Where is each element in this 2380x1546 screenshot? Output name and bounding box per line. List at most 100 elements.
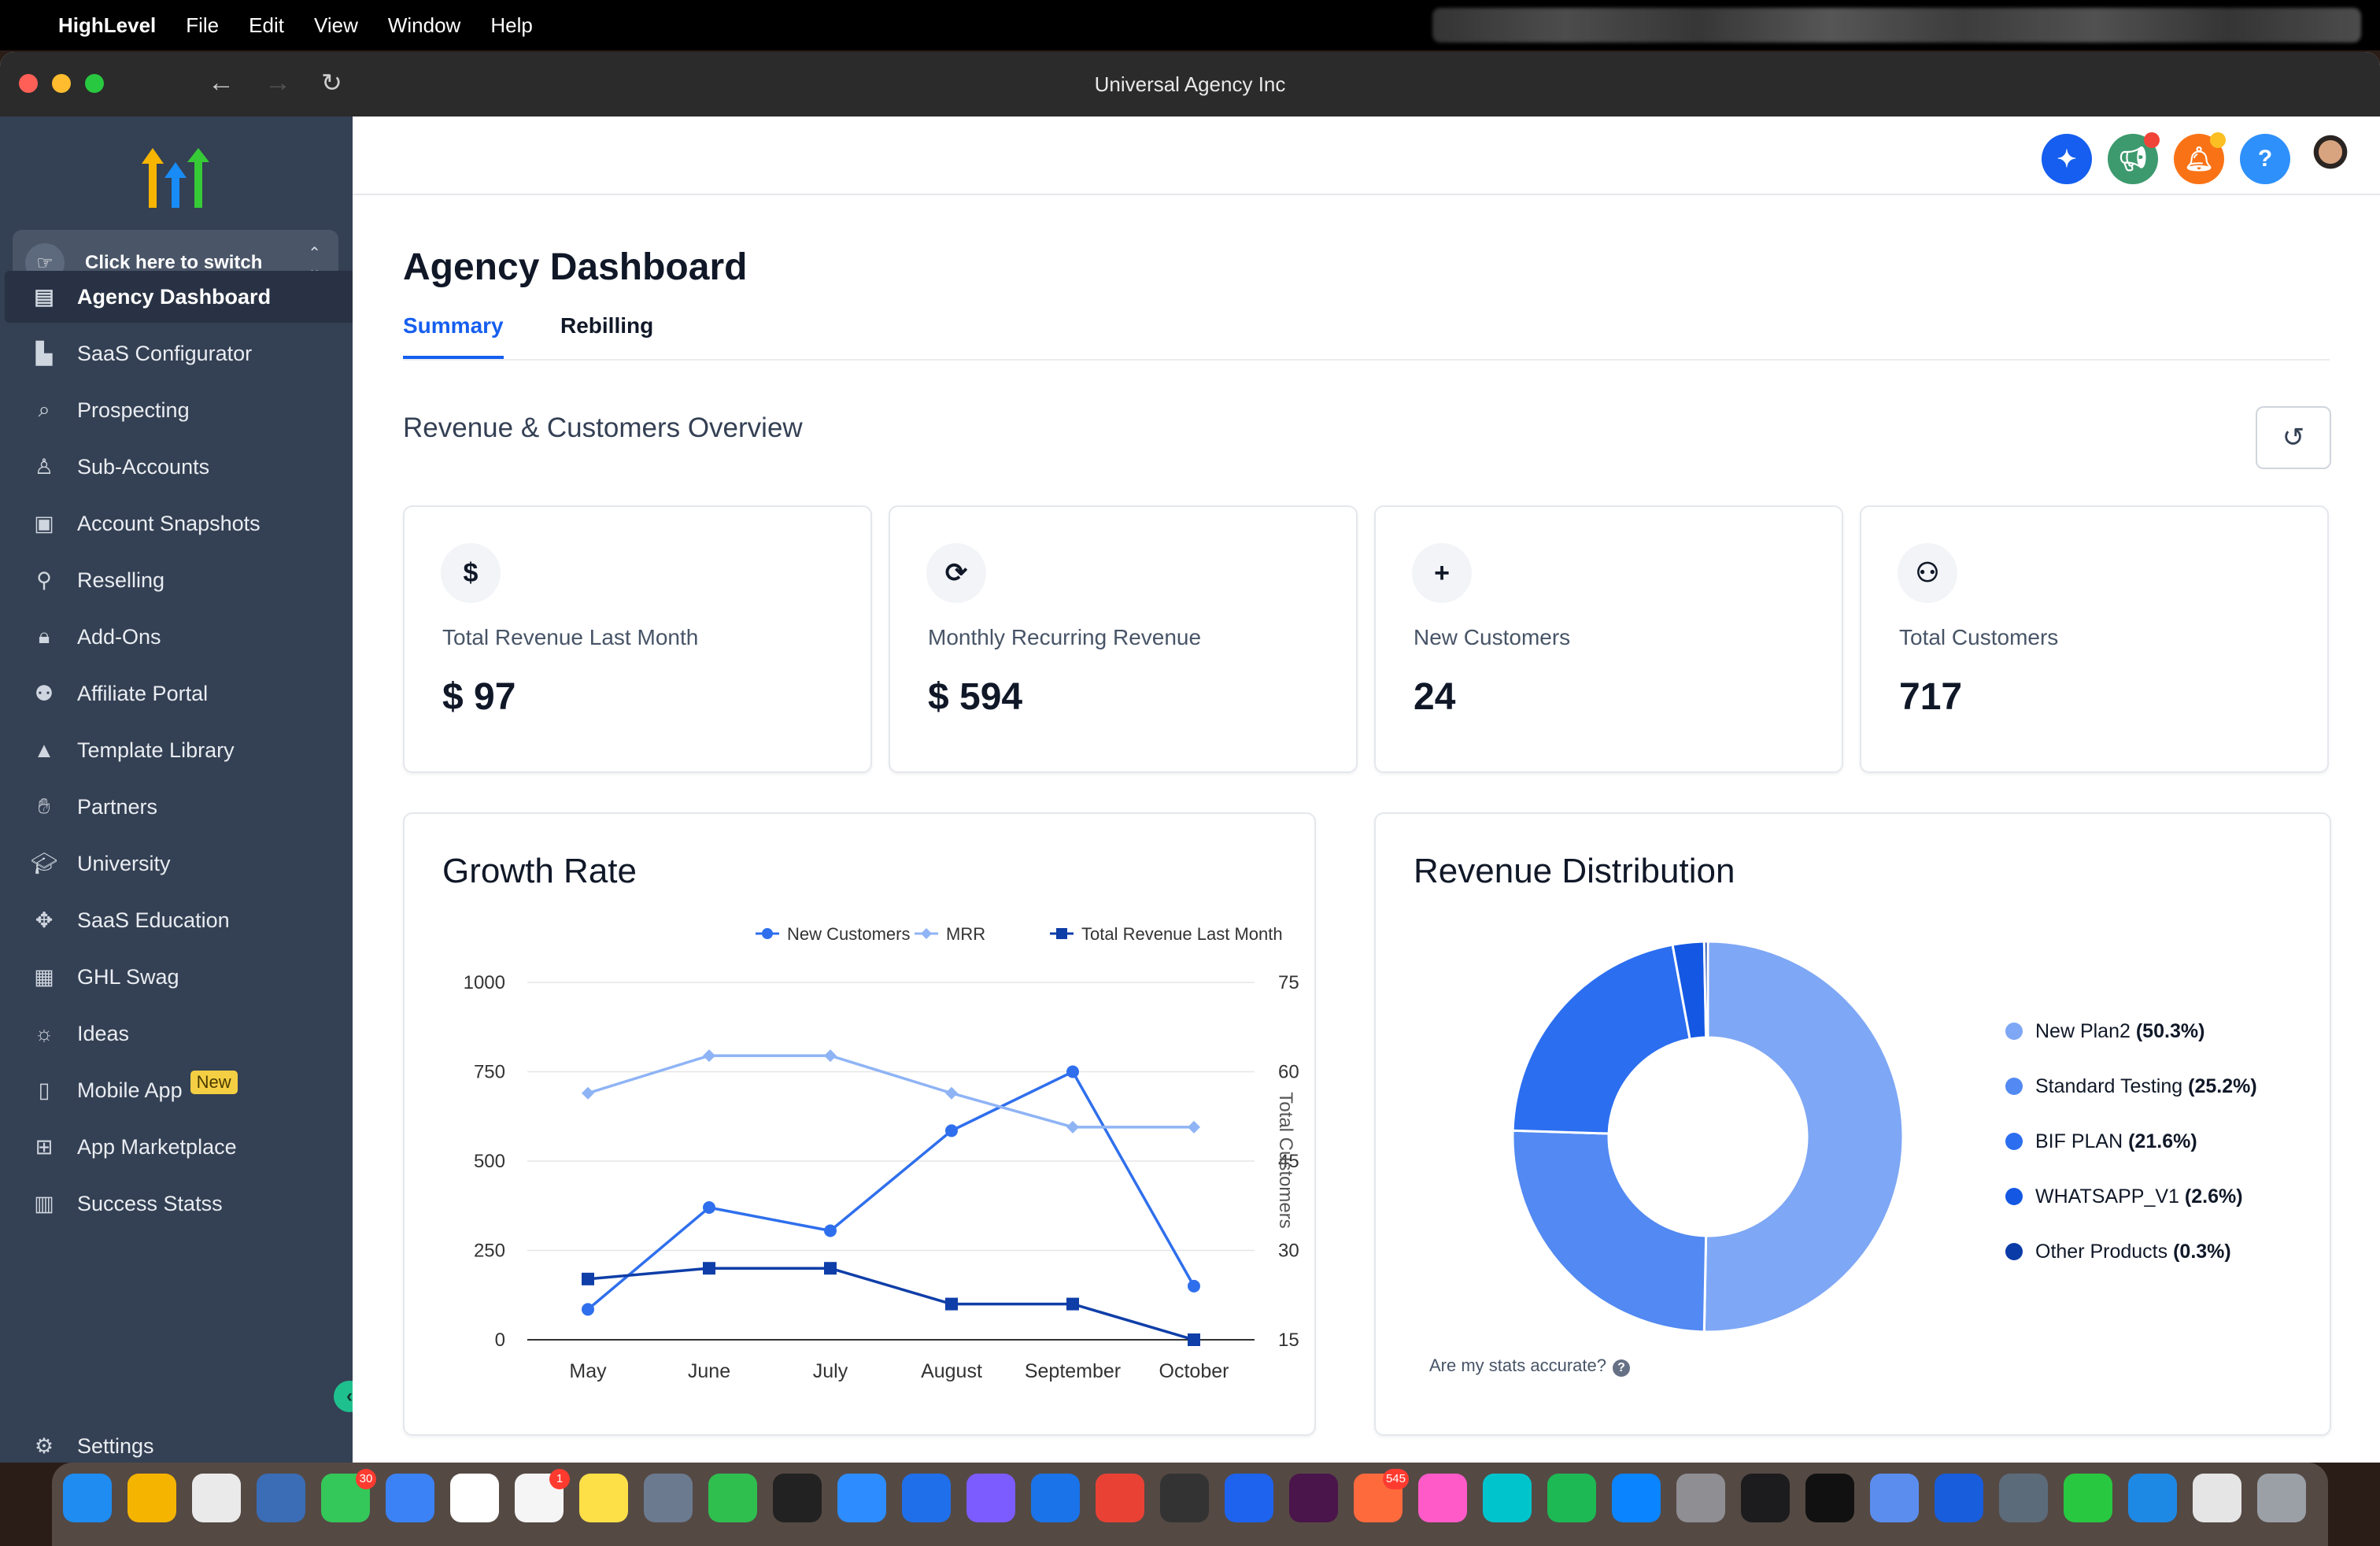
dock-app-icon[interactable]	[837, 1474, 886, 1522]
dock-app-icon[interactable]	[1612, 1474, 1661, 1522]
legend-swatch	[2005, 1133, 2023, 1150]
legend-item: WHATSAPP_V1 (2.6%)	[2005, 1185, 2243, 1208]
dock-app-icon[interactable]	[1935, 1474, 1983, 1522]
menu-help[interactable]: Help	[490, 13, 533, 37]
bag-icon: 🔒︎	[38, 624, 50, 648]
sidebar-item-prospecting[interactable]: ⌕ Prospecting	[5, 384, 353, 436]
sidebar-item-university[interactable]: 🎓︎ University	[5, 838, 353, 890]
sidebar-item-affiliate-portal[interactable]: ⚉ Affiliate Portal	[5, 668, 353, 719]
dock-app-icon[interactable]	[2064, 1474, 2112, 1522]
dock-app-icon[interactable]	[1483, 1474, 1532, 1522]
dock-app-icon[interactable]	[386, 1474, 434, 1522]
sidebar-item-label: Account Snapshots	[77, 511, 261, 535]
stat-card: ⚇ Total Customers 717	[1860, 505, 2329, 773]
dock-app-icon[interactable]	[63, 1474, 112, 1522]
menu-app-name[interactable]: HighLevel	[58, 13, 157, 37]
dock-app-icon[interactable]	[902, 1474, 951, 1522]
sidebar-item-template-library[interactable]: ▲ Template Library	[5, 724, 353, 776]
minimize-window-button[interactable]	[52, 74, 71, 93]
dock-app-icon[interactable]	[1676, 1474, 1725, 1522]
dock-badge: 545	[1382, 1469, 1409, 1489]
tab-rebilling[interactable]: Rebilling	[560, 313, 654, 338]
dock-app-icon[interactable]	[579, 1474, 628, 1522]
sidebar-item-reselling[interactable]: ⚲ Reselling	[5, 554, 353, 606]
menu-file[interactable]: File	[186, 13, 220, 37]
sidebar-item-saas-configurator[interactable]: ▙ SaaS Configurator	[5, 327, 353, 379]
growth-rate-panel: Growth Rate 0 250 500 750 1000 15 30 45 60 75 Tota…	[403, 812, 1316, 1436]
dock-app-icon[interactable]	[450, 1474, 499, 1522]
sidebar-item-ghl-swag[interactable]: ▦ GHL Swag	[5, 951, 353, 1003]
dock-app-icon[interactable]	[2128, 1474, 2177, 1522]
menu-window[interactable]: Window	[387, 13, 461, 37]
sidebar-item-app-marketplace[interactable]: ⊞ App Marketplace	[5, 1121, 353, 1173]
dock-app-icon[interactable]	[1741, 1474, 1790, 1522]
help-button[interactable]: ?	[2240, 134, 2290, 184]
dock-app-icon[interactable]	[1289, 1474, 1338, 1522]
y-tick-label: 1000	[464, 972, 505, 993]
reload-icon[interactable]: ↻	[321, 68, 342, 97]
sidebar-item-settings[interactable]: ⚙ Settings	[5, 1420, 353, 1463]
dock-app-icon[interactable]: 545	[1354, 1469, 1409, 1522]
sidebar-item-success-statss[interactable]: ▥ Success Statss	[5, 1178, 353, 1230]
user-avatar[interactable]	[2304, 132, 2356, 184]
dock-app-icon[interactable]	[2257, 1474, 2306, 1522]
sidebar-item-ideas[interactable]: ☼ Ideas	[5, 1008, 353, 1060]
sidebar-item-sub-accounts[interactable]: ♙ Sub-Accounts	[5, 441, 353, 493]
sidebar-item-label: Success Statss	[77, 1191, 223, 1215]
dock-app-icon[interactable]	[257, 1474, 305, 1522]
data-point	[945, 1086, 958, 1100]
menu-edit[interactable]: Edit	[249, 13, 284, 37]
dock-app-icon[interactable]	[192, 1474, 241, 1522]
dock-app-icon[interactable]	[1999, 1474, 2048, 1522]
close-window-button[interactable]	[19, 74, 38, 93]
donut-slice-other-products[interactable]	[1702, 940, 1709, 1039]
dock-app-icon[interactable]	[708, 1474, 757, 1522]
dock-app-icon[interactable]	[1160, 1474, 1209, 1522]
donut-slice-bif-plan[interactable]	[1511, 943, 1691, 1135]
sidebar-item-agency-dashboard[interactable]: ▤ Agency Dashboard	[5, 271, 353, 323]
tab-summary[interactable]: Summary	[403, 313, 504, 338]
graduation-cap-icon: 🎓︎	[30, 852, 58, 875]
notification-dot	[2144, 132, 2160, 148]
stats-accuracy-link[interactable]: Are my stats accurate??	[1429, 1356, 1630, 1377]
dock-app-icon[interactable]	[1031, 1474, 1080, 1522]
dock-app-icon[interactable]	[1805, 1474, 1854, 1522]
donut-legend: New Plan2 (50.3%) Standard Testing (25.2%…	[2005, 1020, 2320, 1272]
sidebar-item-account-snapshots[interactable]: ▣ Account Snapshots	[5, 497, 353, 549]
dock-app-icon[interactable]	[2193, 1474, 2241, 1522]
dock-app-icon[interactable]	[644, 1474, 693, 1522]
stat-label: Total Customers	[1899, 625, 2059, 649]
bell-button[interactable]: 🔔︎	[2174, 132, 2226, 184]
sidebar-item-label: Prospecting	[77, 398, 190, 422]
dock-app-icon[interactable]: 30	[321, 1469, 376, 1522]
zoom-window-button[interactable]	[85, 74, 104, 93]
forward-arrow-icon[interactable]: →	[264, 68, 291, 98]
legend-percent: (0.3%)	[2173, 1241, 2231, 1263]
sidebar-item-label: Sub-Accounts	[77, 454, 210, 479]
donut-slice-new-plan2[interactable]	[1702, 940, 1905, 1333]
megaphone-button[interactable]: 📢︎	[2108, 132, 2160, 184]
legend-label: WHATSAPP_V1	[2035, 1185, 2179, 1208]
sidebar-item-label: Partners	[77, 794, 158, 819]
ai-sparkle-button[interactable]: ✦	[2042, 134, 2092, 184]
back-arrow-icon[interactable]: ←	[208, 68, 235, 98]
sidebar-item-saas-education[interactable]: ✥ SaaS Education	[5, 894, 353, 946]
sidebar-item-partners[interactable]: ✋︎ Partners	[5, 781, 353, 833]
dock-app-icon[interactable]	[1418, 1474, 1467, 1522]
sidebar-item-add-ons[interactable]: 🔒︎ Add-Ons	[5, 611, 353, 663]
growth-rate-chart: 0 250 500 750 1000 15 30 45 60 75 Total Customers M…	[464, 924, 1299, 1382]
dock-app-icon[interactable]	[1870, 1474, 1919, 1522]
dock-app-icon[interactable]	[128, 1474, 176, 1522]
dock-app-icon[interactable]	[1547, 1474, 1596, 1522]
status-icons-blurred	[1432, 8, 2361, 43]
sidebar-item-mobile-app[interactable]: ▯ Mobile App New	[5, 1064, 353, 1116]
donut-slice-standard-testing[interactable]	[1511, 1129, 1708, 1333]
dock-app-icon[interactable]: 1	[515, 1469, 570, 1522]
data-point	[921, 928, 932, 939]
refresh-button[interactable]: ↺	[2256, 406, 2331, 469]
dock-app-icon[interactable]	[1225, 1474, 1273, 1522]
dock-app-icon[interactable]	[773, 1474, 822, 1522]
dock-app-icon[interactable]	[1096, 1474, 1144, 1522]
menu-view[interactable]: View	[313, 13, 358, 37]
dock-app-icon[interactable]	[966, 1474, 1015, 1522]
